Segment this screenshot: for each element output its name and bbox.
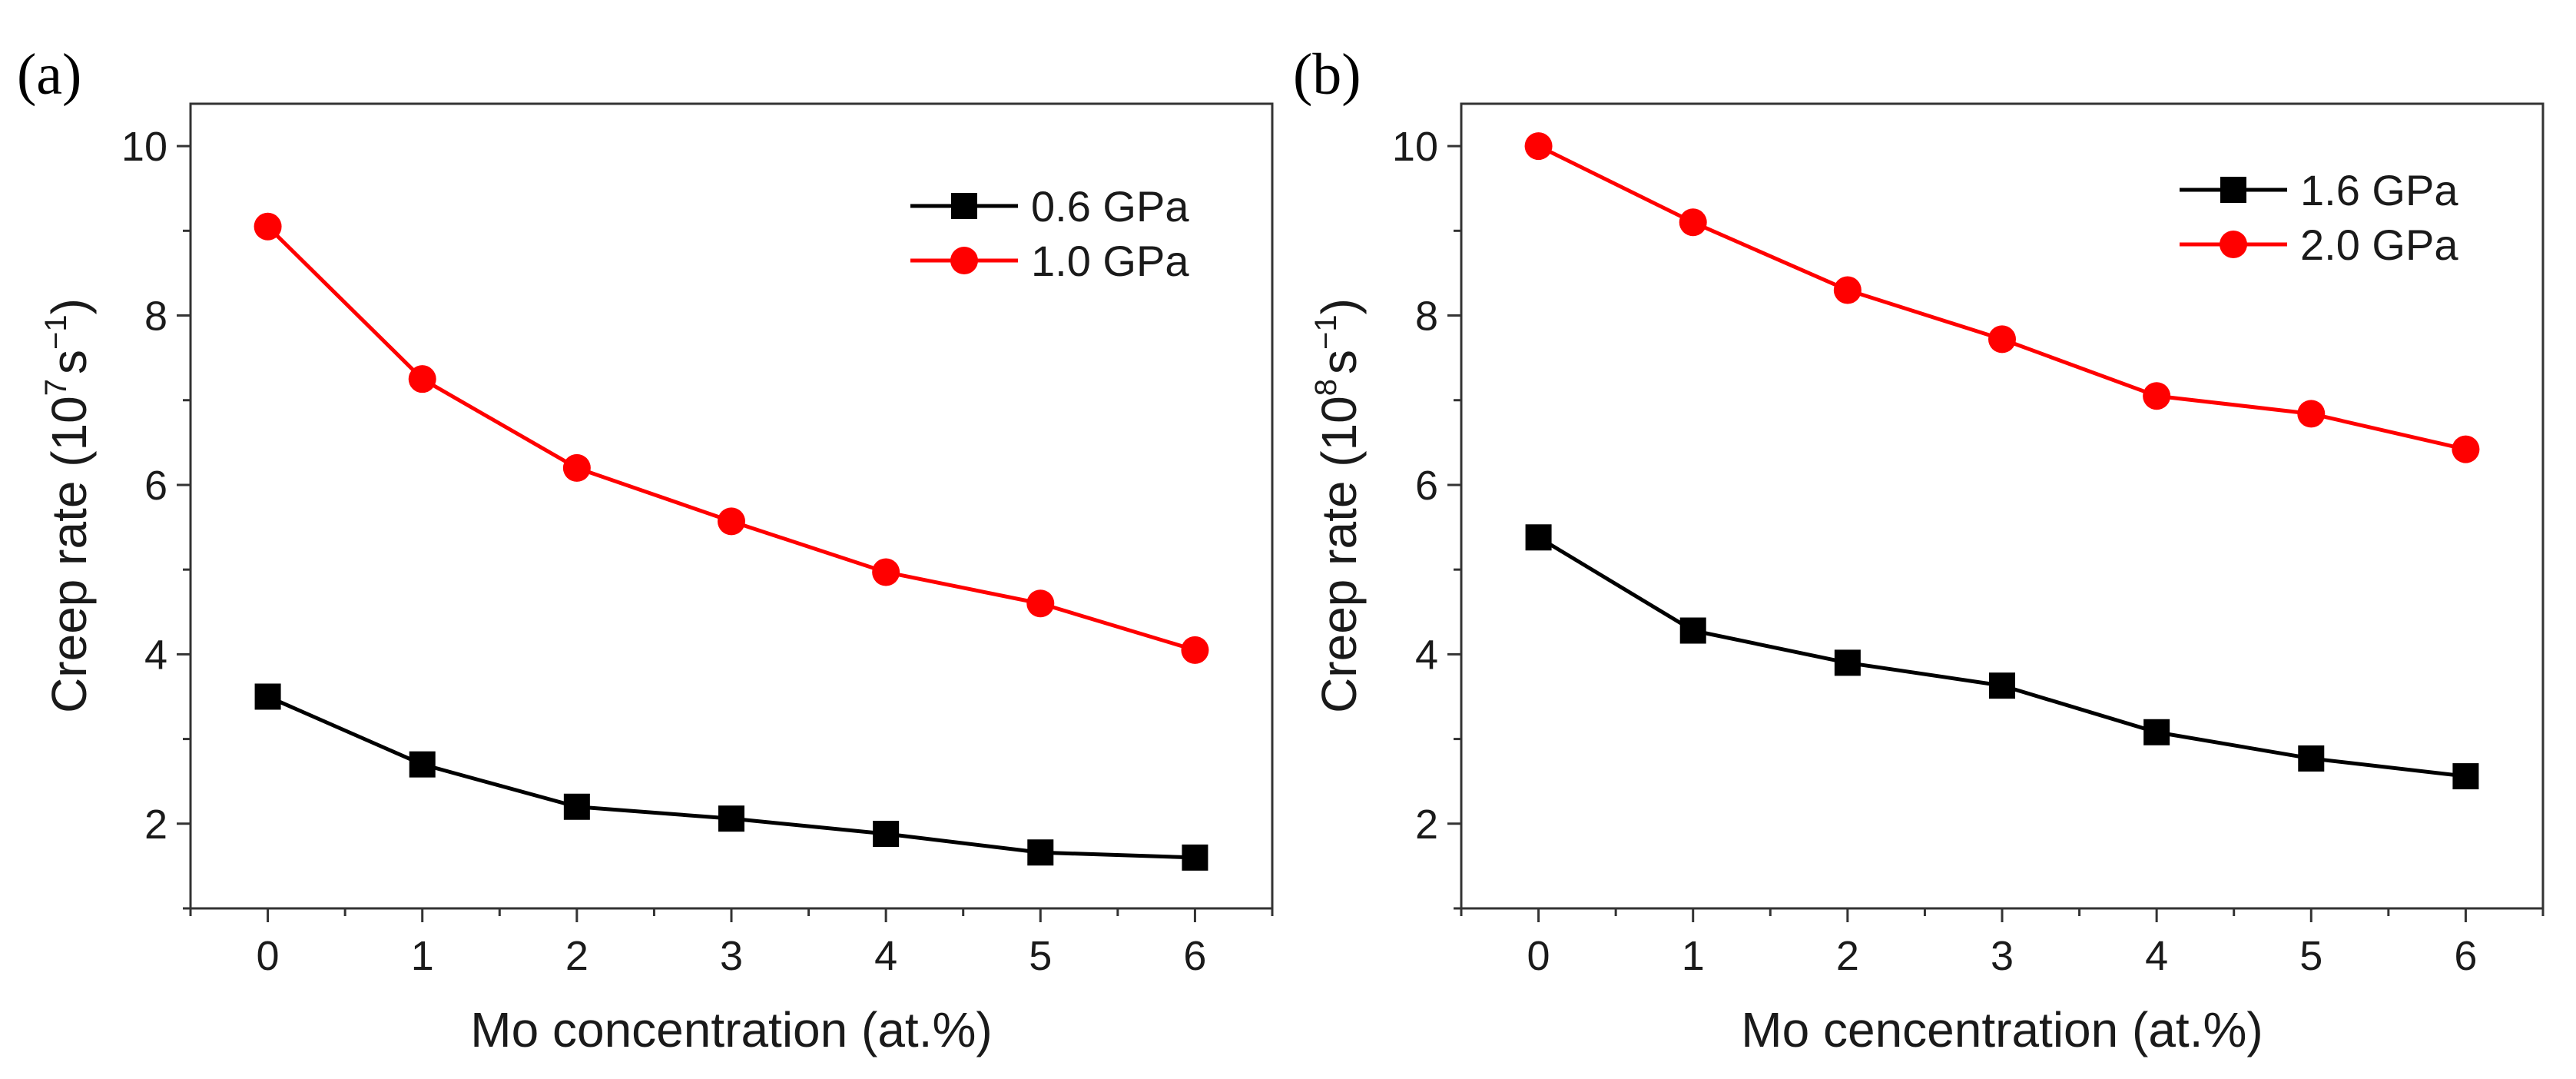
svg-text:Creep rate (107s−1): Creep rate (107 s−1): [39, 298, 97, 713]
series-group-b: [1524, 132, 2480, 790]
y-axis-title-unit: s: [1311, 350, 1367, 374]
data-point-0-6-gpa: [1027, 839, 1054, 866]
y-axis-title-suffix: ): [41, 298, 97, 314]
data-point-2-0-gpa: [1833, 276, 1862, 304]
data-point-2-0-gpa: [2452, 435, 2480, 463]
x-tick-label: 2: [1836, 933, 1859, 979]
x-tick-label: 1: [411, 933, 434, 979]
data-point-2-0-gpa: [2143, 382, 2171, 410]
y-tick-label: 8: [144, 294, 167, 340]
y-tick-label: 2: [1415, 802, 1438, 848]
chart-panel-a: (a) Creep rate (107 s−1) Mo concentration…: [17, 42, 1274, 1057]
data-point-1-0-gpa: [254, 212, 282, 241]
data-point-0-6-gpa: [873, 821, 900, 848]
data-point-1-6-gpa: [2298, 745, 2325, 772]
y-tick-label: 4: [1415, 632, 1438, 678]
data-point-0-6-gpa: [409, 751, 436, 778]
panel-label-a: (a): [17, 42, 81, 107]
series-line-0-6-gpa: [267, 695, 1195, 860]
x-tick-label: 4: [2145, 933, 2168, 979]
svg-text:Creep rate (108s−1): Creep rate (108 s−1): [1309, 298, 1367, 713]
y-tick-label: 8: [1415, 294, 1438, 340]
series-line-1-0-gpa: [266, 225, 1196, 652]
legend-label-0-6gpa: 0.6 GPa: [1031, 182, 1189, 231]
y-axis-title-unit: s: [41, 350, 97, 374]
y-axis-title-exp2: −1: [39, 314, 73, 350]
y-axis-title-exp2: −1: [1309, 314, 1343, 350]
x-tick-label: 4: [874, 933, 897, 979]
panel-label-b: (b): [1293, 42, 1361, 107]
legend-label-2-0gpa: 2.0 GPa: [2300, 221, 2458, 269]
x-tick-label: 2: [565, 933, 588, 979]
x-tick-label: 5: [1029, 933, 1052, 979]
data-point-1-6-gpa: [1834, 649, 1861, 676]
data-point-1-6-gpa: [1525, 524, 1552, 551]
y-tick-label: 2: [144, 802, 167, 848]
y-tick-label: 10: [1392, 124, 1438, 170]
series-group-a: [254, 212, 1209, 871]
y-axis-title-prefix: Creep rate (10: [1311, 396, 1367, 713]
legend-label-1-0gpa: 1.0 GPa: [1031, 237, 1189, 285]
x-tick-label: 1: [1682, 933, 1705, 979]
legend-label-1-6gpa: 1.6 GPa: [2300, 166, 2458, 214]
data-point-1-6-gpa: [2452, 763, 2479, 790]
legend-b: 1.6 GPa 2.0 GPa: [2180, 166, 2458, 269]
ticks-a: 0 1 2 3 4 5 6 2 4 6 8 10: [121, 124, 1274, 979]
y-tick-label: 6: [1415, 463, 1438, 509]
data-point-0-6-gpa: [254, 683, 281, 710]
data-point-1-0-gpa: [1181, 636, 1209, 664]
y-tick-label: 6: [144, 463, 167, 509]
y-tick-label: 10: [121, 124, 167, 170]
x-tick-label: 0: [257, 933, 280, 979]
x-axis-title-b: Mo cencentration (at.%): [1741, 1002, 2263, 1057]
x-tick-label: 3: [1991, 933, 2014, 979]
data-point-1-0-gpa: [562, 453, 591, 482]
legend-marker-circle: [950, 247, 978, 274]
legend-a: 0.6 GPa 1.0 GPa: [910, 182, 1189, 285]
y-axis-title-exp: 7: [39, 379, 73, 396]
legend-marker-square: [951, 193, 977, 219]
data-point-2-0-gpa: [2297, 400, 2326, 428]
data-point-0-6-gpa: [1182, 844, 1208, 871]
y-axis-title-a: Creep rate (107 s−1): [39, 298, 97, 713]
chart-panel-b: (b) Creep rate (108s−1) Mo cencentration…: [1293, 42, 2545, 1057]
x-tick-label: 0: [1527, 933, 1550, 979]
data-point-1-0-gpa: [408, 365, 436, 393]
legend-marker-circle: [2220, 231, 2247, 258]
data-point-1-6-gpa: [2143, 719, 2170, 745]
x-tick-label: 6: [2454, 933, 2477, 979]
legend-marker-square: [2220, 177, 2246, 203]
y-tick-label: 4: [144, 632, 167, 678]
x-tick-label: 6: [1183, 933, 1206, 979]
data-point-1-6-gpa: [1679, 617, 1706, 644]
data-point-2-0-gpa: [1524, 132, 1553, 161]
x-axis-title-a: Mo concentration (at.%): [470, 1002, 992, 1057]
y-axis-title-prefix: Creep rate (10: [41, 396, 97, 713]
data-point-1-0-gpa: [718, 507, 745, 536]
data-point-1-0-gpa: [872, 558, 900, 586]
x-tick-label: 5: [2299, 933, 2322, 979]
series-line-1-6-gpa: [1537, 536, 2466, 779]
y-axis-title-suffix: ): [1311, 298, 1367, 314]
data-point-0-6-gpa: [718, 805, 744, 832]
y-axis-title-exp: 8: [1309, 379, 1343, 396]
data-point-2-0-gpa: [1679, 208, 1707, 237]
y-axis-title-b: Creep rate (108 s−1): [1309, 298, 1367, 713]
ticks-b: 0 1 2 3 4 5 6 2 4 6 8 10: [1392, 124, 2545, 979]
data-point-1-0-gpa: [1026, 589, 1055, 618]
x-tick-label: 3: [720, 933, 743, 979]
data-point-2-0-gpa: [1988, 325, 2016, 354]
data-point-1-6-gpa: [1989, 672, 2015, 699]
data-point-0-6-gpa: [563, 793, 590, 820]
